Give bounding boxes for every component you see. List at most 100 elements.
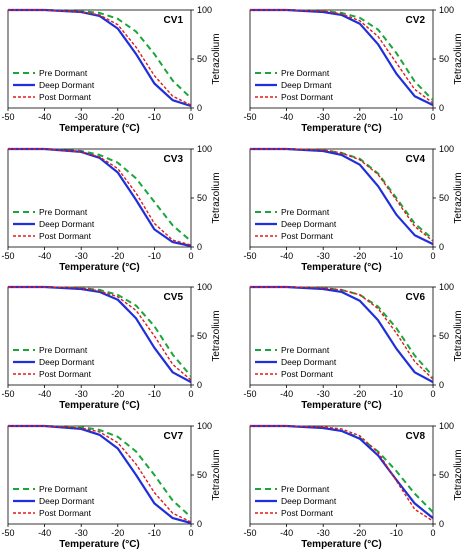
chart-panel-8: -50 -40 -30 -20 -10 00 50 100 CV8 Pre Dormant Deep… (243, 421, 464, 550)
x-tick-label: -50 (243, 251, 256, 261)
legend-label-2: Deep Dormant (281, 357, 337, 367)
y-tick-label: 100 (439, 421, 454, 431)
x-tick-label: -10 (390, 389, 403, 399)
panel-title: CV2 (406, 15, 426, 26)
series-line-1 (8, 286, 192, 377)
x-tick-label: -30 (75, 528, 88, 538)
y-axis-label: Tetrazolium (211, 310, 222, 361)
x-tick-label: -40 (38, 389, 51, 399)
legend-label-1: Pre Dormant (39, 484, 88, 494)
series-line-1 (8, 9, 192, 99)
legend-label-3: Post Dormant (39, 369, 92, 379)
y-tick-label: 100 (439, 5, 454, 15)
y-tick-label: 100 (197, 282, 212, 292)
legend-label-2: Deep Dormant (281, 496, 337, 506)
x-tick-label: -30 (317, 528, 330, 538)
x-axis-label: Temperature (°C) (301, 123, 382, 134)
legend-label-1: Pre Dormant (39, 68, 88, 78)
chart-panel-2: -50 -40 -30 -20 -10 00 50 100 CV2 Pre Dormant Deep… (243, 5, 464, 134)
x-tick-label: -50 (243, 112, 256, 122)
series-line-2 (8, 8, 192, 108)
legend-label-2: Deep Drmant (281, 80, 332, 90)
x-tick-label: -10 (390, 528, 403, 538)
legend-label-2: Deep Dormant (39, 496, 95, 506)
x-tick-label: 0 (430, 251, 435, 261)
y-axis-label: Tetrazolium (453, 449, 464, 500)
panel-title: CV6 (406, 292, 426, 303)
series-line-1 (8, 425, 192, 518)
x-tick-label: -20 (111, 112, 124, 122)
x-axis-label: Temperature (°C) (59, 262, 140, 273)
legend-label-3: Post Dormant (39, 508, 92, 518)
series-line-2 (8, 285, 192, 384)
y-axis-label: Tetrazolium (453, 172, 464, 223)
y-tick-label: 50 (439, 470, 449, 480)
chart-panel-1: -50 -40 -30 -20 -10 00 50 100 CV1 Pre Dormant Deep… (1, 5, 222, 134)
chart-panel-7: -50 -40 -30 -20 -10 00 50 100 CV7 Pre Dormant Deep… (1, 421, 222, 550)
legend-label-1: Pre Dormant (281, 484, 330, 494)
x-tick-label: -50 (1, 528, 14, 538)
x-tick-label: -30 (317, 112, 330, 122)
series-line-1 (8, 148, 192, 242)
x-tick-label: 0 (188, 251, 193, 261)
x-tick-label: -40 (38, 251, 51, 261)
series-line-2 (250, 147, 434, 246)
x-tick-label: -40 (280, 112, 293, 122)
x-tick-label: -10 (148, 528, 161, 538)
x-tick-label: -30 (75, 389, 88, 399)
legend-label-2: Deep Dormant (39, 80, 95, 90)
x-tick-label: -10 (390, 251, 403, 261)
y-tick-label: 100 (439, 282, 454, 292)
panel-title: CV3 (164, 154, 184, 165)
x-tick-label: -50 (1, 389, 14, 399)
x-tick-label: -10 (148, 251, 161, 261)
y-axis-label: Tetrazolium (211, 449, 222, 500)
y-axis-label: Tetrazolium (211, 33, 222, 84)
legend-label-1: Pre Dormant (281, 68, 330, 78)
y-axis-label: Tetrazolium (453, 310, 464, 361)
y-tick-label: 0 (439, 519, 444, 529)
series-line-2 (8, 147, 192, 248)
legend-label-3: Post Dormant (281, 92, 334, 102)
series-line-3 (8, 286, 192, 381)
panel-title: CV4 (406, 154, 426, 165)
series-line-2 (250, 424, 434, 519)
y-tick-label: 0 (197, 103, 202, 113)
x-tick-label: 0 (188, 389, 193, 399)
series-line-3 (250, 425, 434, 522)
legend-label-1: Pre Dormant (39, 207, 88, 217)
x-tick-label: -20 (111, 251, 124, 261)
series-line-2 (250, 8, 434, 107)
panel-title: CV7 (164, 431, 184, 442)
x-axis-label: Temperature (°C) (59, 123, 140, 134)
x-tick-label: -40 (280, 251, 293, 261)
legend-label-3: Post Dormant (281, 508, 334, 518)
y-tick-label: 50 (439, 54, 449, 64)
x-tick-label: -50 (1, 112, 14, 122)
x-tick-label: 0 (430, 112, 435, 122)
x-tick-label: -40 (38, 528, 51, 538)
x-tick-label: -20 (353, 251, 366, 261)
x-tick-label: 0 (188, 528, 193, 538)
x-tick-label: -10 (148, 112, 161, 122)
series-line-3 (8, 148, 192, 246)
x-tick-label: -40 (280, 528, 293, 538)
x-tick-label: -50 (1, 251, 14, 261)
x-tick-label: -20 (111, 389, 124, 399)
x-tick-label: -20 (353, 389, 366, 399)
y-axis-label: Tetrazolium (453, 33, 464, 84)
x-axis-label: Temperature (°C) (301, 539, 382, 550)
legend-label-1: Pre Dormant (281, 345, 330, 355)
y-tick-label: 0 (439, 103, 444, 113)
x-axis-label: Temperature (°C) (59, 539, 140, 550)
y-tick-label: 50 (439, 193, 449, 203)
x-tick-label: -50 (243, 389, 256, 399)
series-line-3 (250, 286, 434, 380)
x-tick-label: -30 (317, 389, 330, 399)
y-tick-label: 0 (439, 242, 444, 252)
legend-label-3: Post Dormant (281, 231, 334, 241)
panel-title: CV1 (164, 15, 184, 26)
x-tick-label: -10 (390, 112, 403, 122)
